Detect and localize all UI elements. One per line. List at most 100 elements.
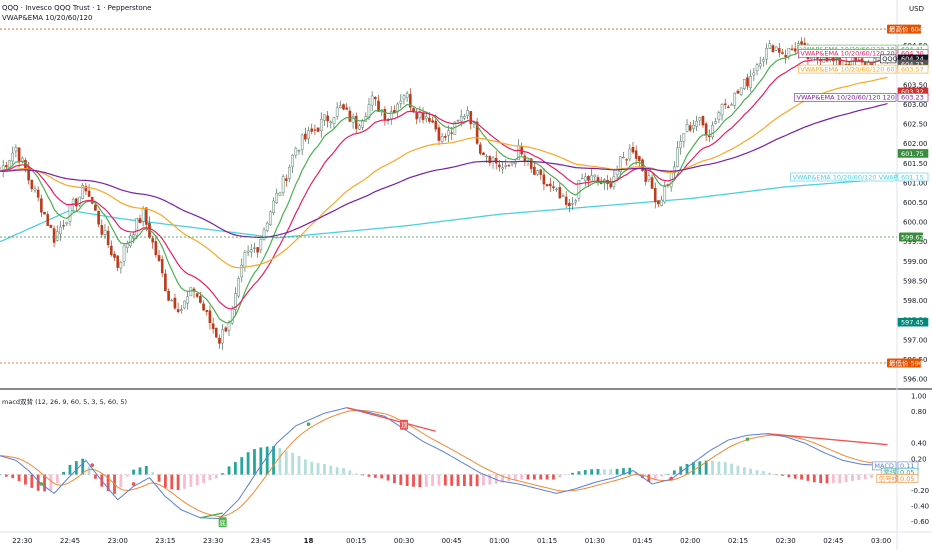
candle-body bbox=[431, 120, 434, 123]
candle-body bbox=[151, 238, 154, 243]
line-ema20 bbox=[0, 58, 888, 310]
candle-body bbox=[409, 94, 412, 108]
candle-body bbox=[43, 212, 46, 215]
level-label-1: 599.62 bbox=[901, 234, 924, 242]
candle-body bbox=[288, 166, 291, 179]
level-badge-1 bbox=[899, 232, 923, 242]
histogram-bar bbox=[844, 474, 848, 483]
candle-body bbox=[323, 114, 326, 121]
histogram-bar bbox=[507, 474, 511, 481]
cross-dot-1 bbox=[131, 482, 136, 486]
price-tick-7: 601.00 bbox=[903, 179, 928, 187]
candle-body bbox=[440, 135, 444, 142]
tag-name-2: QQQ bbox=[882, 55, 897, 63]
histogram-bar bbox=[482, 474, 485, 486]
candle-body bbox=[498, 164, 501, 168]
candle-body bbox=[278, 192, 282, 196]
candle-body bbox=[622, 156, 625, 159]
candle-body bbox=[758, 63, 762, 67]
candle-body bbox=[402, 95, 406, 100]
signal-label-1: 底 bbox=[219, 518, 226, 527]
candle-body bbox=[762, 59, 765, 62]
candle-body bbox=[259, 239, 263, 251]
time-tick-17: 02:45 bbox=[823, 537, 843, 545]
macd-tag-name-bg-2 bbox=[876, 474, 897, 483]
macd-tag-value-2: 0.05 bbox=[900, 475, 914, 483]
tag-name-bg-6 bbox=[794, 93, 897, 102]
candle-body bbox=[176, 309, 180, 312]
tag-value-3: 604.23 bbox=[901, 60, 924, 68]
candle-body bbox=[542, 174, 546, 185]
histogram-bar bbox=[851, 474, 854, 481]
histogram-bar bbox=[17, 474, 21, 482]
candle-body bbox=[199, 296, 202, 303]
signal-marker-1 bbox=[218, 517, 227, 528]
candle-body bbox=[78, 196, 81, 206]
price-tick-9: 600.00 bbox=[903, 219, 928, 227]
tag-value-1: 604.30 bbox=[901, 50, 924, 58]
tag-value-7: 601.75 bbox=[901, 150, 924, 158]
candle-body bbox=[405, 93, 409, 98]
histogram-bar bbox=[11, 474, 15, 479]
histogram-bar bbox=[793, 474, 797, 479]
candle-body bbox=[685, 124, 689, 132]
histogram-bar bbox=[132, 469, 135, 475]
candle-body bbox=[746, 77, 749, 87]
macd-tick-4: -0.20 bbox=[911, 487, 929, 495]
candle-body bbox=[113, 254, 116, 258]
candle-body bbox=[768, 43, 772, 49]
candle-body bbox=[189, 287, 193, 297]
histogram-bar bbox=[736, 465, 740, 475]
histogram-bar bbox=[81, 458, 85, 475]
histogram-bar bbox=[227, 466, 231, 475]
candle-body bbox=[30, 179, 34, 189]
candle-body bbox=[625, 159, 628, 161]
histogram-bar bbox=[399, 474, 403, 485]
tag-value-8: 601.15 bbox=[901, 173, 924, 181]
histogram-bar bbox=[342, 468, 345, 475]
histogram-bar bbox=[711, 460, 714, 475]
histogram-bar bbox=[189, 474, 193, 487]
histogram-bar bbox=[393, 474, 396, 484]
histogram-bar bbox=[679, 466, 683, 475]
tag-name-1: VWAP&EMA 10/20/60/120 20 bbox=[800, 50, 894, 58]
indicator-title: VWAP&EMA 10/20/60/120 bbox=[2, 14, 93, 22]
price-tick-8: 600.50 bbox=[903, 199, 928, 207]
candle-body bbox=[11, 152, 15, 162]
histogram-bar bbox=[265, 446, 269, 475]
histogram-bar bbox=[24, 474, 27, 485]
histogram-bar bbox=[564, 474, 568, 476]
candle-body bbox=[180, 309, 183, 311]
histogram-bar bbox=[329, 465, 333, 475]
divergence-line-0 bbox=[346, 407, 436, 432]
candle-body bbox=[94, 204, 97, 211]
candle-body bbox=[459, 116, 463, 122]
candle-body bbox=[218, 337, 221, 344]
candle-body bbox=[593, 174, 597, 178]
candle-body bbox=[657, 200, 660, 205]
candle-body bbox=[125, 243, 129, 248]
macd-tag-name-2: 信号线 bbox=[879, 474, 899, 483]
histogram-bar bbox=[87, 466, 91, 475]
histogram-bar bbox=[749, 468, 753, 475]
histogram-bar bbox=[297, 455, 301, 475]
candle-body bbox=[351, 116, 355, 123]
cross-dot-2 bbox=[306, 422, 311, 427]
candle-body bbox=[733, 93, 737, 106]
histogram-bar bbox=[831, 474, 835, 484]
candle-body bbox=[49, 224, 53, 228]
histogram-bar bbox=[164, 474, 167, 488]
histogram-bar bbox=[43, 474, 46, 492]
candle-body bbox=[638, 156, 641, 162]
candle-body bbox=[265, 222, 269, 231]
divergence-line-2 bbox=[200, 512, 223, 519]
candle-body bbox=[695, 121, 698, 127]
candle-body bbox=[618, 156, 622, 173]
histogram-bar bbox=[284, 450, 288, 475]
histogram-bar bbox=[49, 474, 53, 491]
candle-body bbox=[555, 188, 558, 190]
candle-body bbox=[793, 48, 797, 52]
candle-body bbox=[52, 228, 56, 243]
level-label-2: 最低价 596.41 bbox=[889, 358, 932, 367]
